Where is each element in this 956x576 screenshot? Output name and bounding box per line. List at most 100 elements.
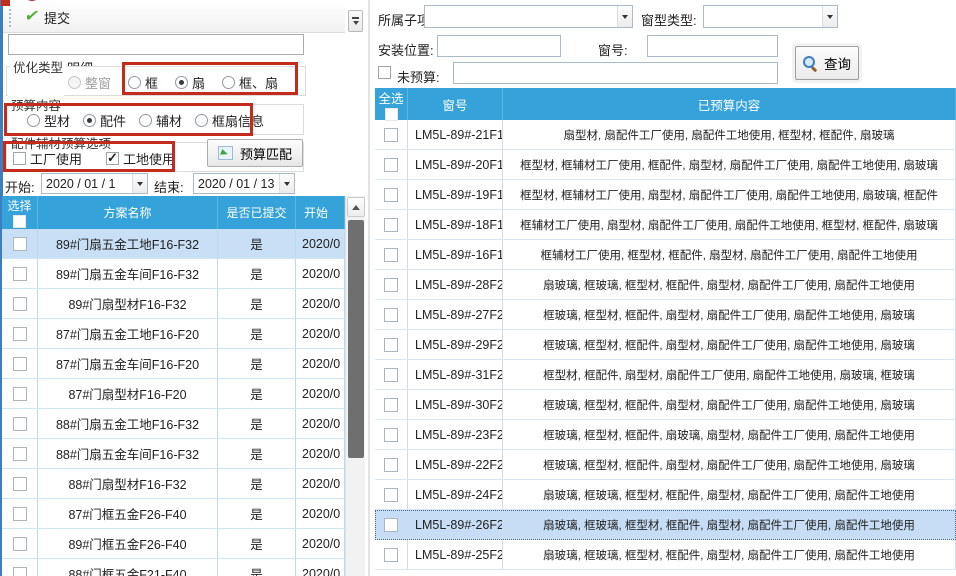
row-checkbox[interactable]	[384, 427, 398, 442]
budget-table-row[interactable]: LM5L-89#-20F18 框型材, 框辅材工厂使用, 框配件, 扇型材, 扇…	[375, 150, 956, 180]
start-date-picker[interactable]: 2020 / 01 / 1	[41, 173, 148, 194]
budget-table-row[interactable]: LM5L-89#-21F19 扇型材, 扇配件工厂使用, 扇配件工地使用, 框型…	[375, 120, 956, 150]
install-pos-input[interactable]	[437, 35, 561, 57]
optimize-type-radio[interactable]: 整窗	[68, 73, 111, 92]
end-date-picker[interactable]: 2020 / 01 / 13	[193, 173, 295, 194]
scroll-up-button[interactable]	[347, 197, 365, 217]
checkbox-icon	[106, 150, 120, 166]
no-budget-input[interactable]	[453, 62, 778, 84]
row-checkbox[interactable]	[12, 266, 27, 281]
chevron-down-icon[interactable]	[617, 6, 632, 27]
plan-table-row[interactable]: 89#门扇五金工地F16-F32 是 2020/0	[2, 229, 345, 259]
budget-table-row[interactable]: LM5L-89#-30F28 框玻璃, 框型材, 框配件, 扇型材, 扇配件工厂…	[375, 390, 956, 420]
row-checkbox[interactable]	[384, 367, 398, 382]
row-checkbox[interactable]	[384, 337, 398, 352]
row-checkbox[interactable]	[12, 476, 27, 491]
row-checkbox[interactable]	[384, 217, 398, 232]
budget-table-row[interactable]: LM5L-89#-28F26 扇玻璃, 框玻璃, 框型材, 框配件, 扇型材, …	[375, 270, 956, 300]
row-checkbox[interactable]	[12, 386, 27, 401]
window-type-select[interactable]	[703, 5, 838, 28]
budget-table-row[interactable]: LM5L-89#-16F15 框辅材工厂使用, 框型材, 框配件, 扇型材, 扇…	[375, 240, 956, 270]
plan-table-row[interactable]: 89#门扇型材F16-F32 是 2020/0	[2, 289, 345, 319]
toolbar-button[interactable]: 删除	[18, 0, 111, 5]
row-checkbox[interactable]	[12, 506, 27, 521]
sub-item-select[interactable]	[424, 5, 633, 28]
toolbar-overflow-button[interactable]	[348, 10, 363, 32]
optimize-type-radio[interactable]: 扇	[175, 73, 205, 92]
plan-table-row[interactable]: 88#门扇五金工地F16-F32 是 2020/0	[2, 409, 345, 439]
row-checkbox[interactable]	[384, 157, 398, 172]
budget-content-radio[interactable]: 框扇信息	[195, 111, 264, 130]
usage-checkbox[interactable]: 工厂使用	[13, 149, 82, 168]
plan-table-scrollbar[interactable]	[345, 196, 365, 576]
budget-table-row[interactable]: LM5L-89#-31F29 框型材, 框配件, 扇型材, 扇配件工厂使用, 扇…	[375, 360, 956, 390]
row-checkbox[interactable]	[384, 457, 398, 472]
scrollbar-thumb[interactable]	[348, 220, 364, 458]
search-icon	[803, 55, 818, 71]
row-checkbox[interactable]	[384, 127, 398, 142]
budget-table-row[interactable]: LM5L-89#-25F23 扇玻璃, 框玻璃, 框型材, 框配件, 扇型材, …	[375, 540, 956, 570]
window-no-cell: LM5L-89#-21F19	[408, 120, 503, 149]
row-checkbox[interactable]	[384, 487, 398, 502]
chevron-down-icon[interactable]	[132, 174, 147, 193]
optimize-type-radio[interactable]: 框	[128, 73, 158, 92]
chevron-down-icon[interactable]	[822, 6, 837, 27]
plan-table-row[interactable]: 88#门扇五金车间F16-F32 是 2020/0	[2, 439, 345, 469]
row-checkbox[interactable]	[12, 296, 27, 311]
row-checkbox[interactable]	[384, 277, 398, 292]
plan-table-row[interactable]: 89#门框五金F26-F40 是 2020/0	[2, 529, 345, 559]
budget-table-row[interactable]: LM5L-89#-27F25 框玻璃, 框型材, 框配件, 扇型材, 扇配件工厂…	[375, 300, 956, 330]
window-no-cell: LM5L-89#-23F21	[408, 420, 503, 449]
row-checkbox[interactable]	[384, 397, 398, 412]
budget-match-button[interactable]: 预算匹配	[207, 139, 303, 167]
plan-filter-input[interactable]	[8, 34, 304, 55]
toolbar-button[interactable]: 提交	[18, 5, 111, 30]
select-all-checkbox[interactable]	[13, 215, 26, 228]
plan-table-row[interactable]: 87#门框五金F26-F40 是 2020/0	[2, 499, 345, 529]
no-budget-checkbox[interactable]	[378, 66, 391, 79]
budget-content-radio[interactable]: 型材	[27, 111, 70, 130]
row-checkbox[interactable]	[384, 187, 398, 202]
plan-table-row[interactable]: 87#门扇五金车间F16-F20 是 2020/0	[2, 349, 345, 379]
usage-checkbox[interactable]: 工地使用	[106, 149, 175, 168]
start-date-cell: 2020/0	[296, 559, 345, 576]
chevron-down-icon[interactable]	[279, 174, 294, 193]
row-checkbox[interactable]	[12, 446, 27, 461]
toolbar-grip[interactable]	[8, 7, 13, 28]
row-checkbox[interactable]	[12, 536, 27, 551]
plan-table-row[interactable]: 89#门扇五金车间F16-F32 是 2020/0	[2, 259, 345, 289]
row-checkbox[interactable]	[384, 547, 398, 562]
budget-table-row[interactable]: LM5L-89#-24F22 扇玻璃, 框玻璃, 框型材, 框配件, 扇型材, …	[375, 480, 956, 510]
row-checkbox[interactable]	[12, 416, 27, 431]
optimize-type-radio[interactable]: 框、扇	[222, 73, 278, 92]
window-no-input[interactable]	[647, 35, 778, 57]
budget-table-row[interactable]: LM5L-89#-22F20 框玻璃, 框型材, 框配件, 扇型材, 扇配件工厂…	[375, 450, 956, 480]
plan-name-cell: 88#门扇五金车间F16-F32	[38, 439, 218, 468]
row-checkbox[interactable]	[12, 326, 27, 341]
budget-table-row[interactable]: LM5L-89#-18F16 框辅材工厂使用, 扇型材, 扇配件工厂使用, 扇配…	[375, 210, 956, 240]
row-checkbox[interactable]	[12, 566, 27, 576]
select-all-checkbox[interactable]	[384, 108, 398, 121]
plan-table-row[interactable]: 87#门扇五金工地F16-F20 是 2020/0	[2, 319, 345, 349]
budget-table-row[interactable]: LM5L-89#-26F24 扇玻璃, 框玻璃, 框型材, 框配件, 扇型材, …	[375, 510, 956, 540]
budget-content-radio[interactable]: 辅材	[139, 111, 182, 130]
budgeted-content-cell: 框辅材工厂使用, 扇型材, 扇配件工厂使用, 扇配件工地使用, 框型材, 框配件…	[503, 210, 956, 239]
row-checkbox[interactable]	[12, 236, 27, 251]
budgeted-content-cell: 框玻璃, 框型材, 框配件, 扇玻璃, 扇型材, 扇配件工厂使用, 扇配件工地使…	[503, 420, 956, 449]
plan-name-cell: 88#门扇型材F16-F32	[38, 469, 218, 498]
plan-table-row[interactable]: 88#门框五金F21-F40 是 2020/0	[2, 559, 345, 576]
submitted-cell: 是	[218, 439, 296, 468]
row-checkbox[interactable]	[384, 517, 398, 532]
budget-content-radio[interactable]: 配件	[83, 111, 126, 130]
plan-table-row[interactable]: 87#门扇型材F16-F20 是 2020/0	[2, 379, 345, 409]
plan-table-row[interactable]: 88#门扇型材F16-F32 是 2020/0	[2, 469, 345, 499]
query-button[interactable]: 查询	[795, 46, 859, 80]
panel-divider	[368, 0, 370, 576]
row-checkbox[interactable]	[384, 307, 398, 322]
budget-table-row[interactable]: LM5L-89#-29F27 框玻璃, 框型材, 框配件, 扇型材, 扇配件工厂…	[375, 330, 956, 360]
budget-table-row[interactable]: LM5L-89#-19F17 框型材, 框辅材工厂使用, 扇型材, 扇配件工厂使…	[375, 180, 956, 210]
row-checkbox[interactable]	[12, 356, 27, 371]
row-checkbox[interactable]	[384, 247, 398, 262]
budget-table-row[interactable]: LM5L-89#-23F21 框玻璃, 框型材, 框配件, 扇玻璃, 扇型材, …	[375, 420, 956, 450]
